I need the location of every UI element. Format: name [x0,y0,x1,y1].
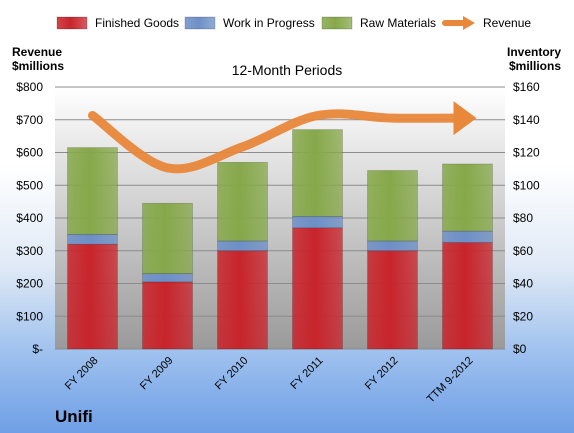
legend: Finished Goods Work in Progress Raw Materi… [56,16,531,30]
legend-swatch [184,16,216,30]
legend-swatch [321,16,353,30]
x-tick-label: FY 2008 [63,355,101,393]
y-left-tick-label: $100 [16,309,43,323]
bar-segment [367,240,418,252]
y-left-tick-label: $700 [16,113,43,127]
y-right-tick-label: $80 [513,211,533,225]
chart-title: 12-Month Periods [232,62,343,78]
x-tick-label: FY 2010 [213,355,251,393]
y-left-tick-label: $500 [16,178,43,192]
bar-segment [142,281,193,350]
y-right-tick-label: $0 [513,342,527,356]
bar-segment [142,202,193,274]
legend-label: Raw Materials [360,16,436,30]
y-right-tick-label: $60 [513,244,533,258]
right-axis-label-line1: Inventory [507,45,561,59]
bar-segment [442,230,493,243]
bar-segment [217,162,268,242]
bar-segment [367,170,418,242]
x-tick-label: FY 2009 [138,355,176,393]
y-left-tick-label: $400 [16,211,43,225]
x-tick-label: TTM 9-2012 [425,355,476,406]
right-axis-label-line2: $millions [509,59,561,73]
bar-segment [217,240,268,252]
y-right-tick-label: $20 [513,309,533,323]
bar-segment [292,216,343,229]
y-right-tick-label: $160 [513,80,540,94]
bar-segment [67,147,118,235]
y-right-tick-label: $120 [513,146,540,160]
y-left-tick-label: $600 [16,146,43,160]
revenue-line-group [88,101,477,174]
x-tick-label: FY 2012 [363,355,401,393]
gridlines [55,86,505,350]
bar-segment [67,243,118,350]
bar-segment [442,242,493,350]
legend-revenue-arrow [463,16,475,30]
bar-segment [142,273,193,283]
bar-segment [67,234,118,245]
y-left-tick-label: $800 [16,80,43,94]
bar-segment [442,163,493,232]
x-tick-label: FY 2011 [288,355,325,392]
y-right-tick-label: $140 [513,113,540,127]
bar-segment [217,250,268,350]
y-left-tick-label: $300 [16,244,43,258]
legend-label: Revenue [483,16,531,30]
bar-segment [292,129,343,217]
y-right-tick-label: $40 [513,277,533,291]
left-axis-label-line1: Revenue [12,45,62,59]
bars [67,129,493,350]
revenue-line [88,109,472,174]
y-right-tick-label: $100 [513,178,540,192]
y-left-tick-label: $200 [16,277,43,291]
bar-segment [367,250,418,350]
company-name: Unifi [55,407,93,426]
legend-swatch [56,16,88,30]
y-left-tick-label: $- [32,342,43,356]
left-axis-label-line2: $millions [12,59,64,73]
bar-segment [292,227,343,350]
legend-label: Work in Progress [223,16,315,30]
revenue-arrowhead [453,101,477,136]
legend-label: Finished Goods [95,16,179,30]
